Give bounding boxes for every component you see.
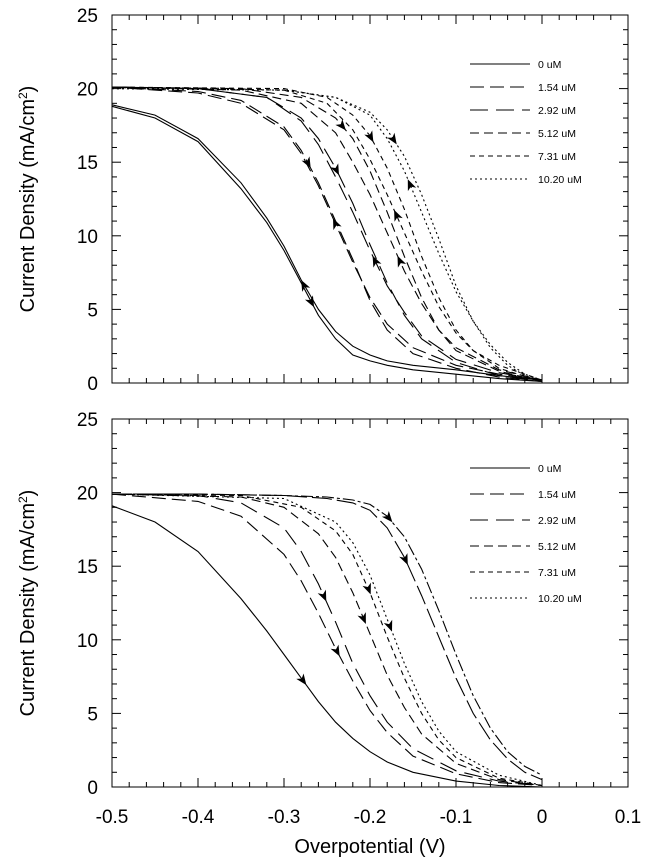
direction-arrow xyxy=(362,582,371,595)
series-line xyxy=(111,493,543,787)
series-line-forward xyxy=(111,86,543,383)
y-tick-label: 20 xyxy=(77,484,98,505)
direction-arrow xyxy=(364,130,374,143)
legend-label: 7.31 uM xyxy=(538,151,576,163)
series-line xyxy=(111,493,543,787)
x-tick-label: 0 xyxy=(537,807,548,828)
series-line-reverse xyxy=(111,104,543,381)
x-axis-title: Overpotential (V) xyxy=(294,836,445,858)
direction-arrow xyxy=(330,163,339,176)
series-line-forward xyxy=(111,86,543,383)
direction-arrow xyxy=(333,218,342,231)
series-line-reverse xyxy=(111,86,543,381)
legend-label: 5.12 uM xyxy=(538,128,576,140)
series-line-reverse xyxy=(111,86,543,381)
top-panel: 0 5 10 15 20 25 Current Density (mA/cm2) 0 uM 1.… xyxy=(16,6,629,395)
direction-arrow xyxy=(381,510,393,523)
y-tick-label: 25 xyxy=(77,6,98,27)
direction-arrow xyxy=(301,280,311,292)
series-line-reverse xyxy=(111,86,543,381)
direction-arrow xyxy=(372,255,382,268)
legend-label: 0 uM xyxy=(538,59,561,71)
direction-arrow xyxy=(357,612,366,624)
series-line xyxy=(111,493,543,787)
legend-label: 5.12 uM xyxy=(538,541,576,553)
direction-arrow xyxy=(304,295,315,308)
y-tick-label: 5 xyxy=(87,300,98,321)
direction-arrow xyxy=(399,553,408,565)
series-line xyxy=(111,505,543,788)
y-tick-label: 15 xyxy=(77,153,98,174)
bottom-panel: 0 5 10 15 20 25 -0.5 -0.4 -0.3 -0.2 -0.1 0 0.1 Curren… xyxy=(16,410,641,858)
direction-arrow xyxy=(330,644,340,657)
series-line-reverse xyxy=(111,86,543,381)
series-line xyxy=(112,493,543,776)
x-tick-label: -0.5 xyxy=(96,807,129,828)
series-line-reverse xyxy=(111,88,543,381)
series-line-forward xyxy=(111,86,543,383)
legend-label: 7.31 uM xyxy=(538,567,576,579)
y-tick-label: 25 xyxy=(77,410,98,431)
x-tick-label: -0.1 xyxy=(440,807,473,828)
legend-label: 10.20 uM xyxy=(538,174,582,186)
x-tick-label: 0.1 xyxy=(615,807,641,828)
legend-label: 2.92 uM xyxy=(538,105,576,117)
legend-label: 10.20 uM xyxy=(538,593,582,605)
direction-arrow xyxy=(397,255,407,268)
y-tick-label: 10 xyxy=(77,227,98,248)
legend-label: 1.54 uM xyxy=(538,489,576,501)
y-tick-label: 10 xyxy=(77,631,98,652)
y-axis-title: Current Density (mA/cm2) xyxy=(16,490,39,717)
direction-arrow xyxy=(407,179,417,192)
series-line-forward xyxy=(111,86,543,383)
direction-arrow xyxy=(296,673,307,686)
x-tick-label: -0.2 xyxy=(354,807,387,828)
direction-arrow xyxy=(386,132,397,145)
y-tick-label: 0 xyxy=(87,374,98,395)
y-tick-label: 5 xyxy=(87,704,98,725)
y-tick-label: 20 xyxy=(77,80,98,101)
x-tick-label: -0.3 xyxy=(268,807,301,828)
legend-label: 0 uM xyxy=(538,463,561,475)
y-tick-label: 0 xyxy=(87,778,98,799)
direction-arrow xyxy=(394,209,403,222)
direction-arrow xyxy=(301,156,311,169)
x-tick-label: -0.4 xyxy=(182,807,215,828)
legend-label: 2.92 uM xyxy=(538,515,576,527)
series-line xyxy=(111,493,543,787)
direction-arrow xyxy=(335,119,346,131)
series-line-forward xyxy=(111,105,543,383)
y-axis-title: Current Density (mA/cm2) xyxy=(16,86,39,313)
series-line xyxy=(112,493,543,781)
legend-label: 1.54 uM xyxy=(538,82,576,94)
direction-arrow xyxy=(383,619,393,632)
y-tick-label: 15 xyxy=(77,557,98,578)
series-line xyxy=(111,493,543,787)
direction-arrow xyxy=(317,589,327,602)
